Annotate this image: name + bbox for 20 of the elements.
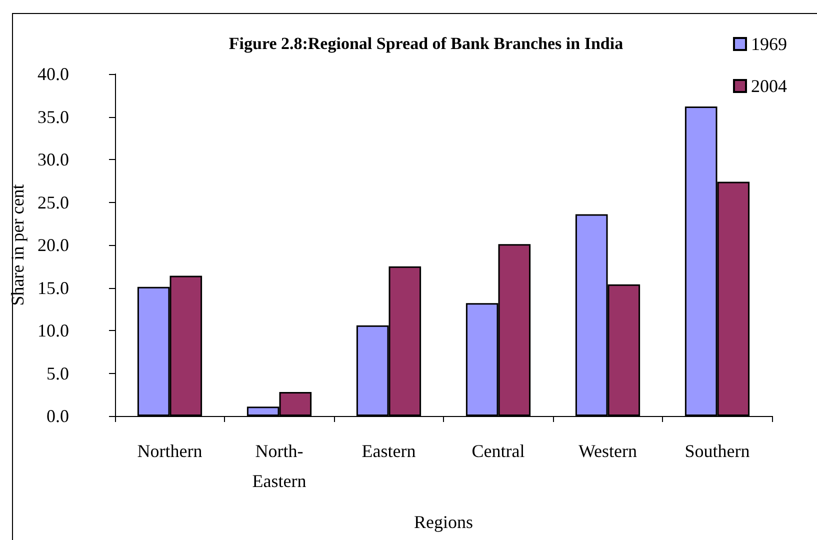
x-tick-label: Southern (684, 441, 750, 461)
y-tick-label: 15.0 (38, 278, 69, 298)
legend-label: 1969 (751, 34, 787, 54)
y-tick-label: 40.0 (38, 64, 69, 84)
y-tick-label: 0.0 (46, 406, 69, 426)
x-axis-title: Regions (414, 512, 474, 532)
x-tick-label: Western (578, 441, 638, 461)
y-tick-label: 35.0 (38, 106, 69, 127)
x-tick-label: Northern (137, 441, 202, 461)
y-tick-label: 20.0 (38, 235, 69, 255)
y-tick-label: 5.0 (46, 363, 69, 384)
chart-title: Figure 2.8:Regional Spread of Bank Branches in India (228, 34, 624, 53)
y-axis-title: Share in per cent (8, 184, 28, 306)
x-tick-label: Central (472, 441, 525, 461)
x-tick-label: Eastern (362, 441, 416, 461)
y-tick-label: 25.0 (38, 192, 69, 212)
y-tick-label: 10.0 (38, 320, 69, 340)
y-tick-label: 30.0 (38, 150, 69, 170)
x-tick-label: North-Eastern (252, 441, 306, 491)
legend-label: 2004 (751, 76, 787, 96)
